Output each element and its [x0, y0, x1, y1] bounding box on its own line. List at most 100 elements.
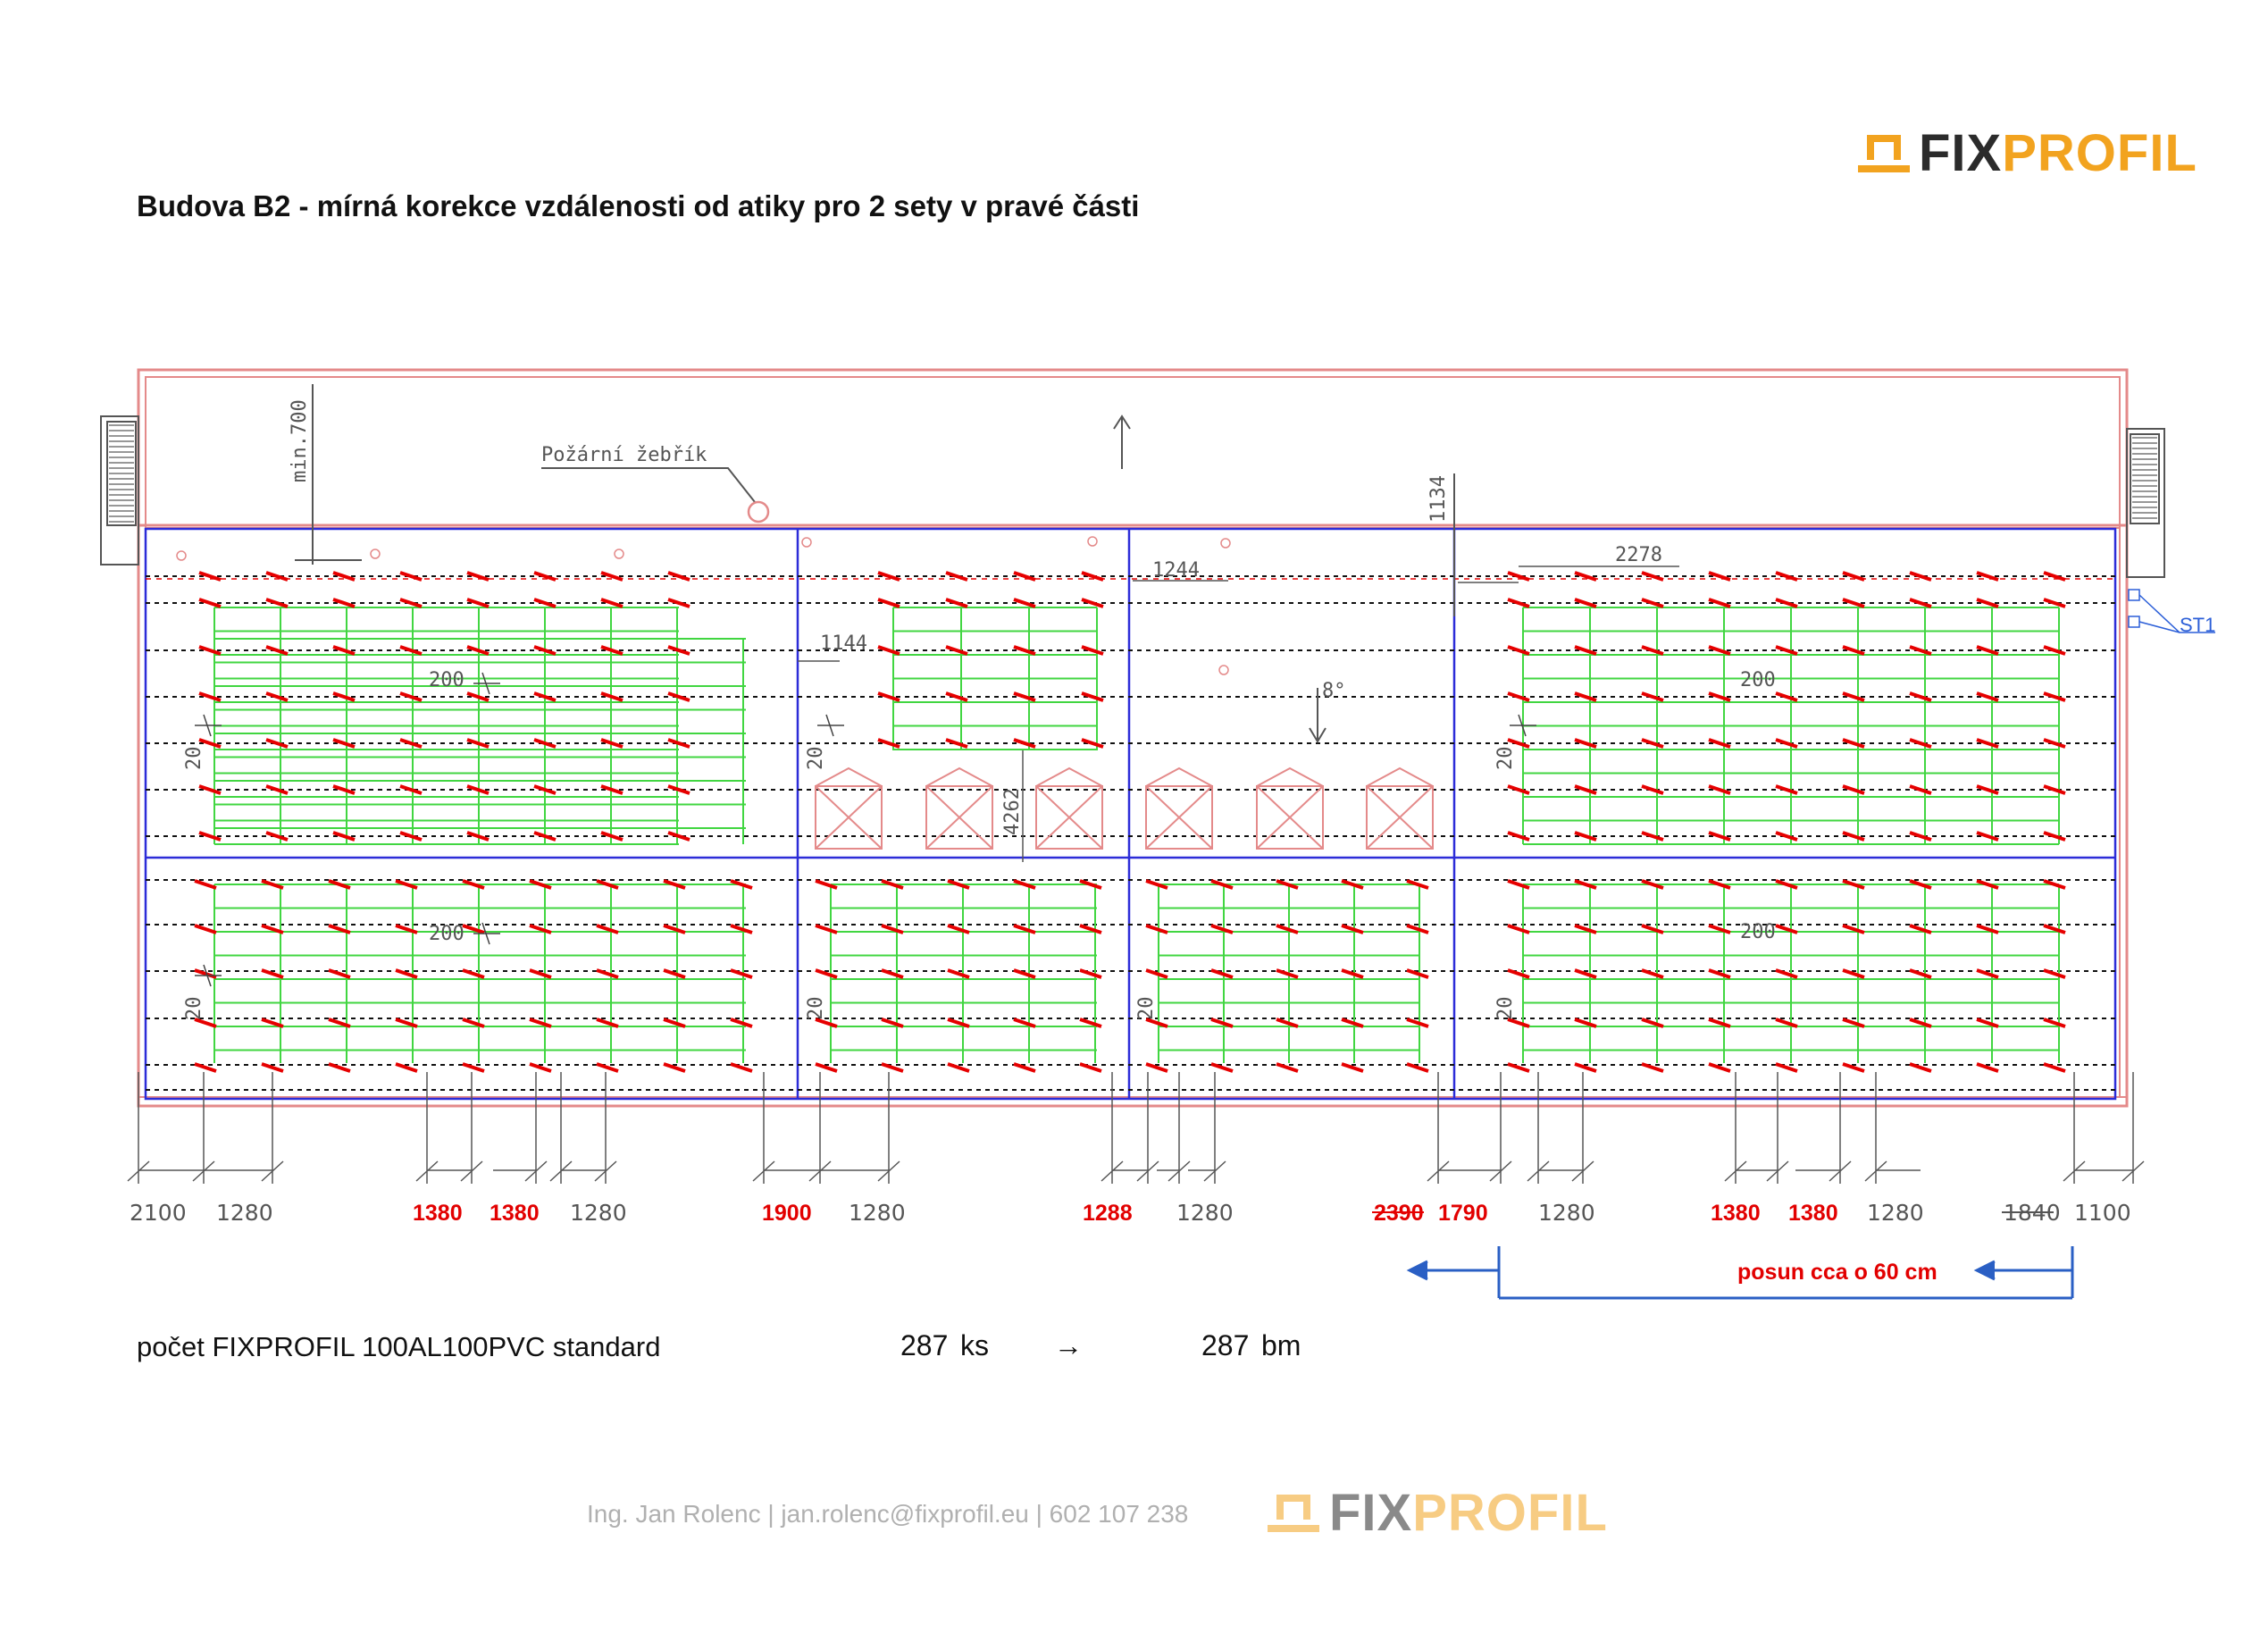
- clamp-mark: [1641, 924, 1664, 934]
- st1-annotation: ST1: [2128, 589, 2215, 636]
- clamp-mark: [1507, 691, 1530, 702]
- clamp-mark: [1341, 1018, 1364, 1028]
- clamp-mark: [600, 784, 623, 795]
- svg-text:20: 20: [183, 747, 205, 771]
- svg-text:200: 200: [429, 669, 464, 691]
- svg-text:20: 20: [1494, 997, 1517, 1021]
- clamp-mark: [2043, 879, 2066, 890]
- clamp-mark: [1976, 831, 1999, 842]
- clamp-mark: [1145, 1062, 1168, 1073]
- dim-tick: [1724, 1160, 1747, 1182]
- clamp-mark: [1708, 879, 1731, 890]
- clamp-mark: [2043, 924, 2066, 934]
- clamp-mark: [2043, 598, 2066, 608]
- clamp-mark: [815, 924, 838, 934]
- clamp-mark: [1641, 645, 1664, 656]
- clamp-mark: [1081, 598, 1104, 608]
- roof-outline: [137, 368, 2129, 1108]
- dim-tick: [1864, 1160, 1887, 1182]
- skylight-box: [1256, 785, 1324, 850]
- clamp-mark: [194, 1018, 217, 1028]
- clamp-mark: [1909, 645, 1932, 656]
- clamp-mark: [1210, 879, 1234, 890]
- clamp-mark: [815, 968, 838, 979]
- clamp-mark: [1842, 968, 1865, 979]
- clamp-mark: [600, 738, 623, 749]
- clamp-mark: [1507, 645, 1530, 656]
- clamp-mark: [198, 598, 222, 608]
- clamp-mark: [1574, 879, 1597, 890]
- clamp-mark: [1210, 924, 1234, 934]
- dim-tick: [524, 1160, 548, 1182]
- dim-tick: [808, 1160, 832, 1182]
- clamp-mark: [1708, 738, 1731, 749]
- dim-tick: [1203, 1160, 1226, 1182]
- pieces-unit: ks: [960, 1329, 989, 1361]
- dim-tick: [127, 1160, 150, 1182]
- pieces-value: 287: [900, 1329, 949, 1361]
- bottom-dim-label: 1380: [490, 1201, 540, 1226]
- clamp-mark: [462, 1062, 485, 1073]
- clamp-mark: [730, 1062, 753, 1073]
- dim-tick: [549, 1160, 573, 1182]
- clamp-mark: [1145, 968, 1168, 979]
- clamp-mark: [1708, 924, 1731, 934]
- clamp-mark: [1341, 1062, 1364, 1073]
- footer-contact: Ing. Jan Rolenc | jan.rolenc@fixprofil.e…: [587, 1500, 1189, 1528]
- clamp-mark: [1574, 738, 1597, 749]
- clamp-mark: [399, 831, 423, 842]
- clamp-mark: [529, 1062, 552, 1073]
- skylight: [925, 766, 993, 850]
- clamp-mark: [1574, 831, 1597, 842]
- clamp-mark: [1276, 968, 1299, 979]
- clamp-mark: [1976, 691, 1999, 702]
- clamp-mark: [1013, 691, 1036, 702]
- clamp-mark: [881, 879, 904, 890]
- footer-logo-text-profil: PROFIL: [1412, 1484, 1608, 1542]
- bottom-dim-label: 1280: [1867, 1200, 1924, 1226]
- skylight-box: [1366, 785, 1434, 850]
- clamp-mark: [1775, 784, 1798, 795]
- dim-tick: [415, 1160, 439, 1182]
- clamp-mark: [529, 968, 552, 979]
- clamp-mark: [332, 645, 356, 656]
- clamp-mark: [596, 968, 619, 979]
- dim-tick: [1136, 1160, 1159, 1182]
- clamp-mark: [1013, 1018, 1036, 1028]
- clamp-mark: [1641, 1062, 1664, 1073]
- clamp-mark: [1708, 1018, 1731, 1028]
- marker-circle: [1220, 538, 1231, 549]
- bottom-dim-label: 1100: [2074, 1200, 2131, 1226]
- clamp-mark: [265, 738, 289, 749]
- crosshair: [203, 964, 212, 987]
- clamp-mark: [466, 738, 490, 749]
- skylight-box: [1145, 785, 1213, 850]
- clamp-mark: [1842, 691, 1865, 702]
- bottom-dim-label: 1280: [216, 1200, 273, 1226]
- clamp-mark: [1909, 738, 1932, 749]
- clamp-mark: [1641, 831, 1664, 842]
- clamp-mark: [1507, 598, 1530, 608]
- clamp-mark: [395, 1062, 418, 1073]
- clamp-mark: [600, 645, 623, 656]
- clamp-mark: [399, 691, 423, 702]
- right-stairs: [2126, 428, 2165, 578]
- clamp-mark: [877, 738, 900, 749]
- clamp-mark: [265, 831, 289, 842]
- clamp-mark: [332, 691, 356, 702]
- clamp-mark: [1909, 784, 1932, 795]
- clamp-mark: [265, 784, 289, 795]
- clamp-mark: [1013, 598, 1036, 608]
- marker-circle: [614, 549, 624, 559]
- clamp-mark: [667, 691, 690, 702]
- clamp-mark: [533, 571, 557, 582]
- skylight: [1035, 766, 1103, 850]
- panel-block: [213, 607, 679, 845]
- clamp-mark: [533, 738, 557, 749]
- dim-tick: [2122, 1160, 2145, 1182]
- clamp-mark: [730, 968, 753, 979]
- bottom-dim-label: 1380: [413, 1201, 463, 1226]
- clamp-mark: [1081, 691, 1104, 702]
- clamp-mark: [1909, 968, 1932, 979]
